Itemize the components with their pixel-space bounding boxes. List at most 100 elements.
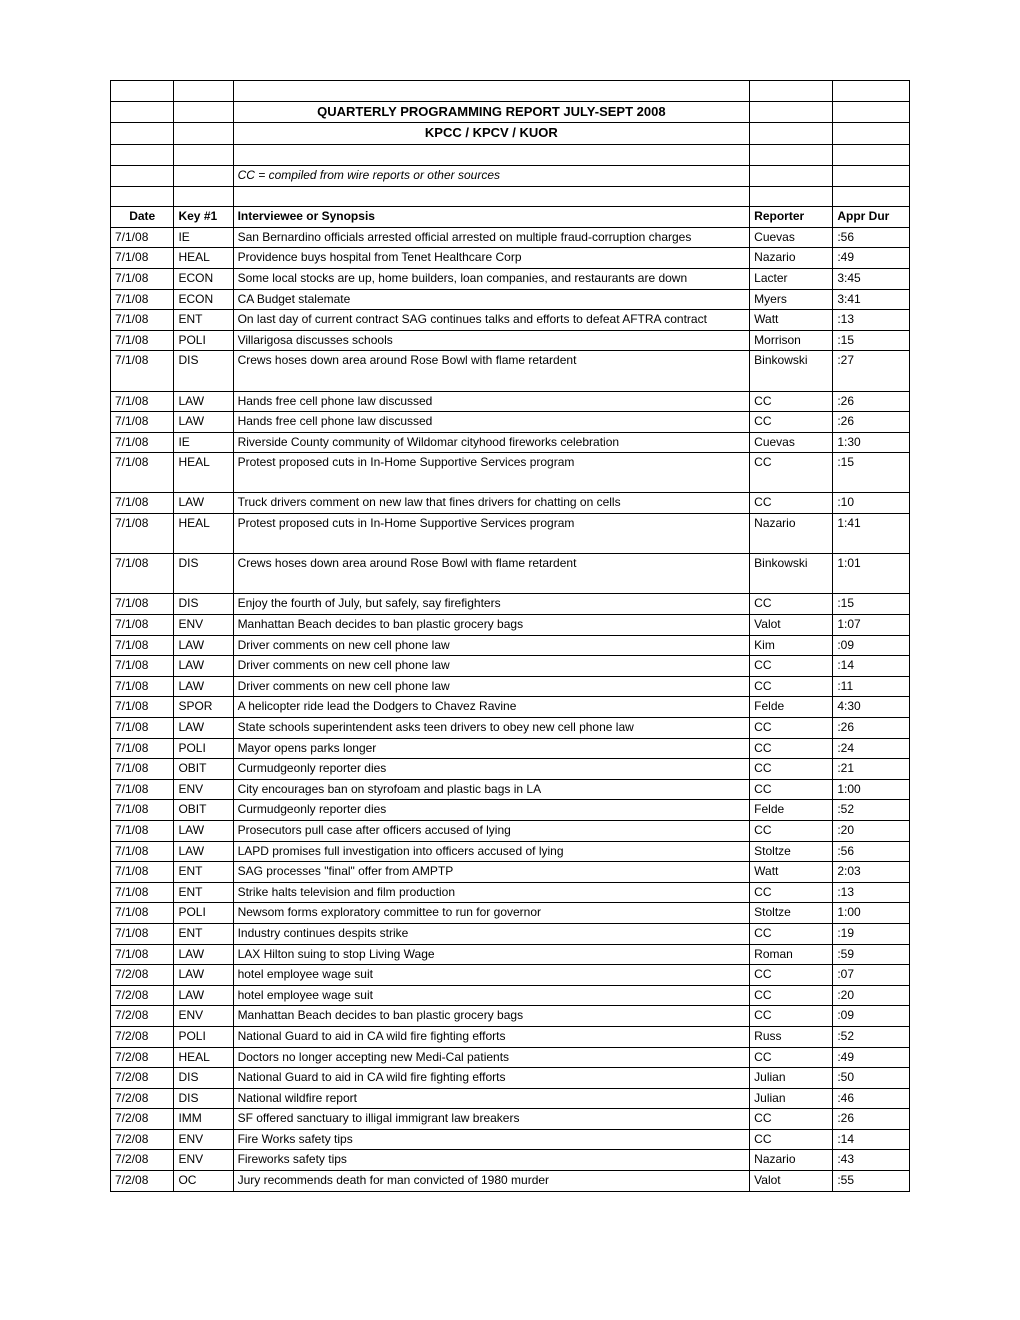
legend-row: CC = compiled from wire reports or other… [111, 165, 910, 186]
date-cell: 7/1/08 [111, 923, 174, 944]
date-cell: 7/1/08 [111, 820, 174, 841]
duration-cell: 1:00 [833, 779, 910, 800]
table-row: 7/1/08POLINewsom forms exploratory commi… [111, 903, 910, 924]
reporter-cell: Watt [750, 862, 833, 883]
key-cell: HEAL [174, 453, 233, 473]
reporter-cell: CC [750, 493, 833, 514]
duration-cell: 1:07 [833, 615, 910, 636]
synopsis-cell: Some local stocks are up, home builders,… [233, 268, 750, 289]
table-row: 7/1/08LAWState schools superintendent as… [111, 718, 910, 739]
duration-cell: :13 [833, 882, 910, 903]
reporter-cell: CC [750, 594, 833, 615]
reporter-cell: Stoltze [750, 903, 833, 924]
synopsis-cell: National Guard to aid in CA wild fire fi… [233, 1068, 750, 1089]
reporter-cell: Julian [750, 1088, 833, 1109]
row-padding [111, 473, 910, 493]
reporter-cell: CC [750, 1129, 833, 1150]
table-row: 7/2/08DISNational Guard to aid in CA wil… [111, 1068, 910, 1089]
date-cell: 7/1/08 [111, 697, 174, 718]
reporter-cell: CC [750, 923, 833, 944]
duration-cell: 1:30 [833, 432, 910, 453]
table-row: 7/1/08DISEnjoy the fourth of July, but s… [111, 594, 910, 615]
key-cell: SPOR [174, 697, 233, 718]
duration-cell: :13 [833, 310, 910, 331]
table-row: 7/1/08LAWLAX Hilton suing to stop Living… [111, 944, 910, 965]
synopsis-cell: Hands free cell phone law discussed [233, 391, 750, 412]
reporter-cell: Binkowski [750, 351, 833, 371]
table-row: 7/1/08OBITCurmudgeonly reporter diesCC:2… [111, 759, 910, 780]
key-cell: ENV [174, 1129, 233, 1150]
synopsis-cell: Manhattan Beach decides to ban plastic g… [233, 615, 750, 636]
date-cell: 7/1/08 [111, 882, 174, 903]
synopsis-cell: National Guard to aid in CA wild fire fi… [233, 1026, 750, 1047]
reporter-cell: Valot [750, 1171, 833, 1192]
synopsis-cell: Driver comments on new cell phone law [233, 676, 750, 697]
key-cell: HEAL [174, 248, 233, 269]
duration-cell: :10 [833, 493, 910, 514]
key-cell: LAW [174, 718, 233, 739]
key-cell: LAW [174, 391, 233, 412]
date-cell: 7/1/08 [111, 594, 174, 615]
date-cell: 7/2/08 [111, 1150, 174, 1171]
table-row: 7/2/08LAWhotel employee wage suitCC:20 [111, 985, 910, 1006]
subtitle-row: KPCC / KPCV / KUOR [111, 123, 910, 145]
duration-cell: :15 [833, 453, 910, 473]
date-cell: 7/2/08 [111, 985, 174, 1006]
synopsis-cell: Providence buys hospital from Tenet Heal… [233, 248, 750, 269]
table-row: 7/1/08POLIMayor opens parks longerCC:24 [111, 738, 910, 759]
table-row: 7/2/08ENVFire Works safety tipsCC:14 [111, 1129, 910, 1150]
key-cell: IMM [174, 1109, 233, 1130]
key-cell: POLI [174, 330, 233, 351]
table-row: 7/2/08DISNational wildfire reportJulian:… [111, 1088, 910, 1109]
reporter-cell: CC [750, 1006, 833, 1027]
reporter-cell: Julian [750, 1068, 833, 1089]
padding-cell [750, 534, 833, 554]
date-cell: 7/1/08 [111, 330, 174, 351]
duration-cell: 1:41 [833, 514, 910, 534]
table-row: 7/1/08ENTOn last day of current contract… [111, 310, 910, 331]
duration-cell: 3:45 [833, 268, 910, 289]
key-cell: ENV [174, 615, 233, 636]
reporter-cell: Kim [750, 635, 833, 656]
date-cell: 7/1/08 [111, 944, 174, 965]
spacer-row [111, 145, 910, 166]
table-row: 7/1/08HEALProtest proposed cuts in In-Ho… [111, 453, 910, 473]
table-row: 7/1/08ECONCA Budget stalemateMyers3:41 [111, 289, 910, 310]
key-cell: LAW [174, 412, 233, 433]
duration-cell: :21 [833, 759, 910, 780]
synopsis-cell: LAX Hilton suing to stop Living Wage [233, 944, 750, 965]
synopsis-cell: Jury recommends death for man convicted … [233, 1171, 750, 1192]
header-date: Date [111, 207, 174, 228]
padding-cell [233, 371, 750, 391]
key-cell: ENT [174, 310, 233, 331]
row-padding [111, 534, 910, 554]
reporter-cell: Watt [750, 310, 833, 331]
key-cell: DIS [174, 1068, 233, 1089]
duration-cell: 1:01 [833, 554, 910, 574]
padding-cell [750, 473, 833, 493]
key-cell: LAW [174, 635, 233, 656]
reporter-cell: Nazario [750, 1150, 833, 1171]
table-row: 7/1/08ENTStrike halts television and fil… [111, 882, 910, 903]
synopsis-cell: Driver comments on new cell phone law [233, 635, 750, 656]
date-cell: 7/1/08 [111, 391, 174, 412]
programming-report-table: QUARTERLY PROGRAMMING REPORT JULY-SEPT 2… [110, 80, 910, 1192]
reporter-cell: CC [750, 820, 833, 841]
table-row: 7/2/08ENVManhattan Beach decides to ban … [111, 1006, 910, 1027]
date-cell: 7/1/08 [111, 800, 174, 821]
duration-cell: 2:03 [833, 862, 910, 883]
date-cell: 7/1/08 [111, 676, 174, 697]
date-cell: 7/1/08 [111, 248, 174, 269]
reporter-cell: CC [750, 718, 833, 739]
padding-cell [233, 473, 750, 493]
spacer-row [111, 81, 910, 102]
date-cell: 7/1/08 [111, 718, 174, 739]
synopsis-cell: SAG processes "final" offer from AMPTP [233, 862, 750, 883]
table-row: 7/1/08LAWDriver comments on new cell pho… [111, 635, 910, 656]
synopsis-cell: Villarigosa discusses schools [233, 330, 750, 351]
padding-cell [111, 473, 174, 493]
date-cell: 7/2/08 [111, 1047, 174, 1068]
key-cell: LAW [174, 493, 233, 514]
synopsis-cell: Crews hoses down area around Rose Bowl w… [233, 554, 750, 574]
duration-cell: :27 [833, 351, 910, 371]
